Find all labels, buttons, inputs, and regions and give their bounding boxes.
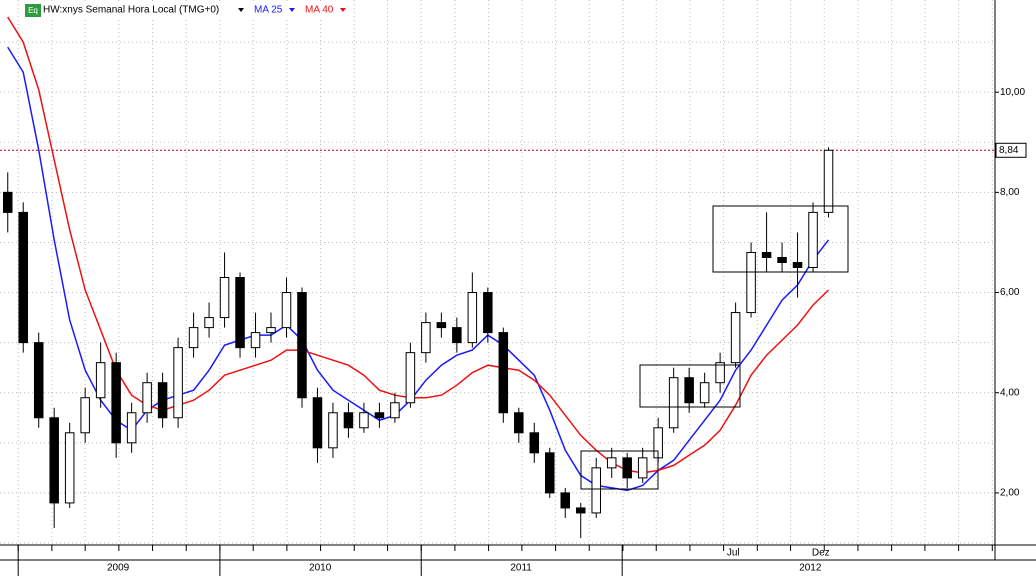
- legend-entry[interactable]: MA 25: [254, 5, 283, 16]
- chart-title: HW:xnys Semanal Hora Local (TMG+0): [43, 5, 219, 16]
- dropdown-arrow[interactable]: [340, 8, 346, 12]
- y-tick-label: 10,00: [1000, 87, 1025, 98]
- candle-body: [467, 292, 478, 344]
- legend-entry[interactable]: MA 40: [305, 5, 334, 16]
- candle-body: [668, 377, 679, 429]
- candle-body: [823, 149, 834, 213]
- candle-body: [49, 417, 59, 504]
- candle-body: [622, 457, 632, 479]
- candle-body: [250, 332, 261, 349]
- candle-body: [312, 397, 323, 449]
- header-bg: [22, 2, 352, 18]
- candle-body: [343, 412, 354, 429]
- dropdown-arrow[interactable]: [238, 8, 244, 12]
- axes: 2,00 4,00 6,00 8,00 10,00 2009 2010 2011 Jul 2012…: [17, 87, 1027, 576]
- ma-line: [7, 46, 830, 492]
- candle-body: [188, 327, 199, 349]
- candle-body: [390, 402, 400, 419]
- candle-body: [359, 412, 369, 429]
- candle-body: [204, 317, 214, 329]
- candle-body: [64, 432, 75, 504]
- range-box: [639, 364, 741, 408]
- candle-body: [219, 277, 230, 319]
- x-tick-label: Dez: [812, 548, 830, 559]
- candle-body: [684, 377, 694, 404]
- candle-body: [529, 432, 540, 454]
- candle-body: [792, 261, 803, 268]
- y-tick-label: 2,00: [1000, 488, 1020, 499]
- candle-body: [498, 332, 509, 414]
- candle-body: [606, 457, 617, 469]
- candle-body: [777, 256, 787, 263]
- x-tick-label: Jul: [727, 548, 740, 559]
- candle-body: [111, 362, 121, 444]
- candle-body: [80, 397, 90, 434]
- candle-body: [514, 412, 524, 434]
- candle-body: [560, 492, 571, 509]
- x-tick-label: 2012: [799, 563, 822, 574]
- candle-body: [761, 251, 772, 258]
- last-price-box: [995, 142, 1027, 158]
- range-box: [580, 450, 659, 490]
- range-box: [712, 205, 849, 273]
- candle-body: [95, 362, 106, 399]
- candle-body: [126, 412, 137, 444]
- candle-body: [637, 457, 648, 479]
- candle-body: [808, 211, 818, 268]
- candle-body: [483, 292, 493, 334]
- y-tick-label: 4,00: [1000, 387, 1020, 398]
- x-tick-label: 2011: [510, 563, 532, 574]
- y-tick-label: 6,00: [1000, 287, 1020, 298]
- candle-body: [421, 322, 431, 354]
- candle-body: [157, 382, 168, 419]
- badge: Eq: [28, 6, 38, 15]
- candle-body: [281, 292, 292, 329]
- y-tick-label: 8,00: [1000, 187, 1020, 198]
- last-price-label: 8,84: [999, 145, 1019, 156]
- candle-body: [730, 312, 741, 364]
- candle-body: [328, 412, 338, 449]
- candle-body: [436, 322, 447, 329]
- x-tick-label: 2010: [309, 563, 332, 574]
- candle-body: [374, 412, 385, 419]
- candle-body: [715, 362, 725, 384]
- candle-body: [142, 382, 152, 414]
- candle-body: [2, 191, 13, 213]
- candle-body: [575, 507, 586, 514]
- candle-body: [18, 211, 28, 344]
- candle-body: [452, 327, 462, 344]
- candle-body: [33, 342, 44, 419]
- candle-body: [297, 292, 307, 399]
- candle-body: [545, 452, 555, 494]
- marks: [0, 16, 995, 538]
- dropdown-arrow[interactable]: [289, 8, 295, 12]
- grid: [0, 0, 995, 545]
- candle-body: [266, 327, 276, 334]
- x-tick-label: 2009: [107, 563, 130, 574]
- candle-body: [173, 347, 183, 419]
- candle-body: [405, 352, 416, 404]
- badge-bg: [25, 4, 41, 17]
- candle-body: [591, 467, 601, 514]
- candle-body: [746, 251, 756, 314]
- candle-body: [235, 277, 245, 349]
- candle-body: [699, 382, 710, 404]
